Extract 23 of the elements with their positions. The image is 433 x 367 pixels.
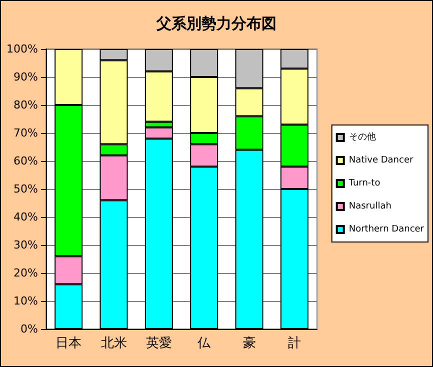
x-tick-label: 日本 <box>56 336 82 351</box>
legend-label: Nasrullah <box>348 202 392 212</box>
legend-label: Turn-to <box>348 178 381 188</box>
y-tick-label: 50% <box>14 182 38 196</box>
x-tick-label: 仏 <box>196 336 212 351</box>
x-tick-label: 豪 <box>242 336 256 351</box>
y-tick-label: 80% <box>14 98 38 112</box>
legend-label: Native Dancer <box>348 156 414 166</box>
x-tick-label: 計 <box>288 336 301 351</box>
y-tick-label: 70% <box>14 126 38 140</box>
x-tick-label: 北米 <box>100 336 127 351</box>
y-tick-label: 100% <box>6 42 38 56</box>
y-tick-label: 0% <box>20 322 38 336</box>
legend-label: Northern Dancer <box>348 224 424 234</box>
legend-label: その他 <box>348 132 376 142</box>
y-tick-label: 10% <box>14 294 38 308</box>
y-tick-label: 20% <box>14 266 38 280</box>
y-tick-label: 40% <box>14 210 38 224</box>
y-tick-label: 60% <box>14 154 38 168</box>
x-tick-label: 英愛 <box>146 336 172 351</box>
y-tick-label: 90% <box>14 70 38 84</box>
chart-title: 父系別勢力分布図 <box>156 14 276 32</box>
y-tick-label: 30% <box>14 238 38 252</box>
